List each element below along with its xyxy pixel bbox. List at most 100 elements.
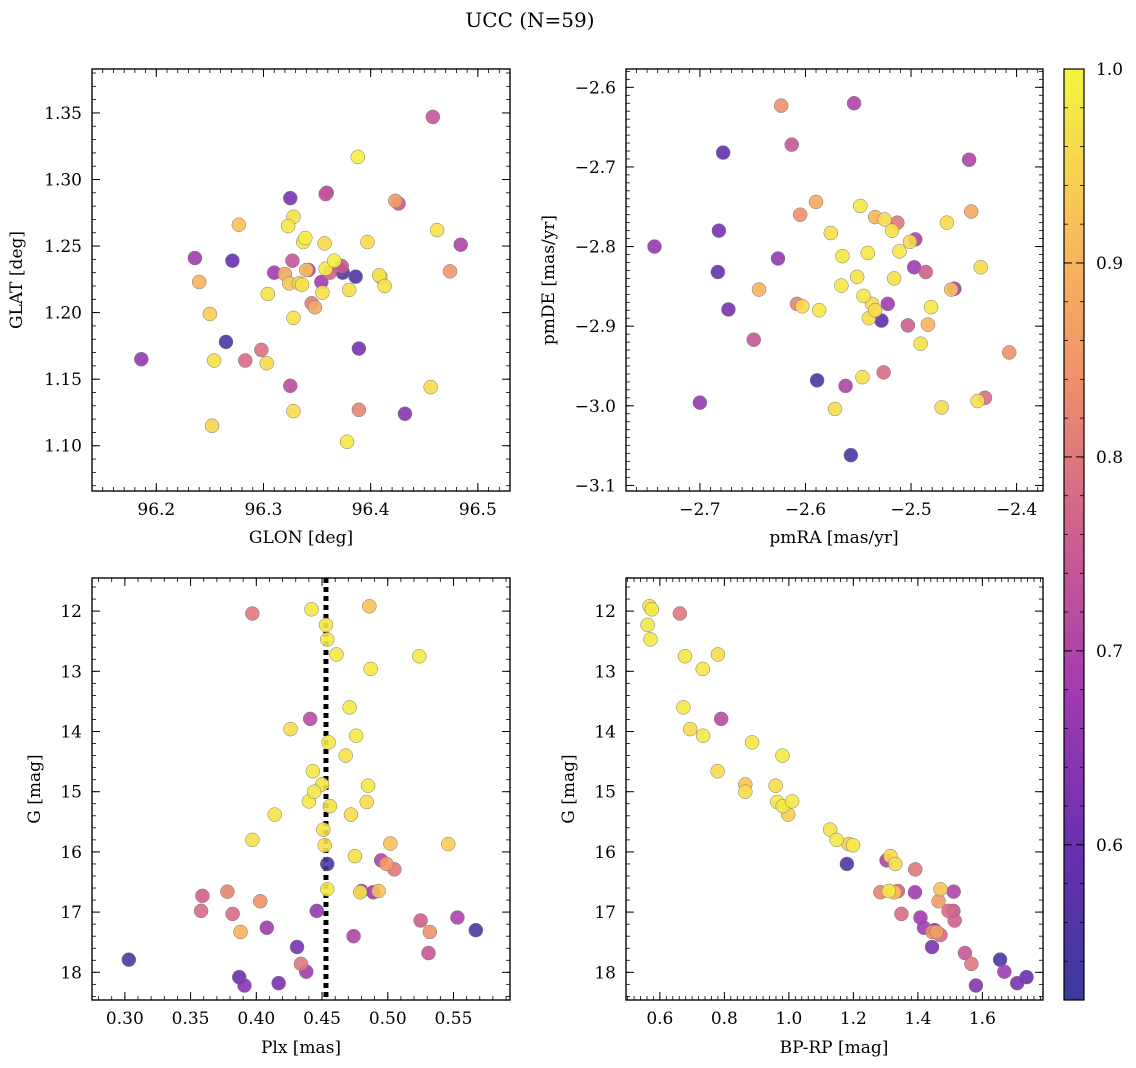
data-point: [809, 373, 825, 388]
x-tick-label: 0.35: [172, 1009, 210, 1029]
y-tick-label: −2.6: [575, 78, 616, 98]
data-point: [877, 212, 892, 227]
data-point: [946, 884, 961, 899]
data-point: [929, 924, 944, 940]
data-point: [286, 403, 301, 419]
data-point: [784, 794, 800, 809]
data-point: [710, 763, 725, 779]
data-point: [884, 223, 900, 238]
data-point: [317, 236, 332, 251]
scatter-points: [647, 95, 1017, 463]
data-point: [677, 649, 693, 664]
data-point: [808, 194, 824, 210]
data-point: [838, 378, 853, 394]
data-point: [894, 906, 909, 922]
data-point: [423, 379, 438, 395]
data-point: [363, 661, 378, 677]
data-point: [695, 728, 711, 743]
data-point: [957, 945, 973, 961]
data-point: [299, 262, 314, 278]
plot-frame-top: [91, 68, 511, 492]
data-point: [918, 264, 934, 280]
data-point: [856, 288, 871, 304]
data-point: [943, 282, 959, 297]
data-point: [329, 647, 344, 662]
x-tick-label: 0.40: [237, 1009, 275, 1029]
data-point: [692, 395, 708, 410]
data-point: [855, 369, 870, 385]
data-point: [320, 881, 335, 897]
data-point: [306, 784, 322, 799]
data-point: [371, 883, 386, 899]
data-point: [823, 225, 839, 241]
data-point: [886, 271, 902, 286]
y-tick-label: 1.35: [44, 104, 82, 124]
y-tick-label: 1.25: [44, 237, 82, 257]
y-tick-label: 17: [60, 903, 82, 923]
tick-marks: [625, 69, 1043, 491]
data-point: [238, 353, 253, 368]
data-point: [888, 856, 903, 872]
data-point: [283, 190, 298, 206]
data-point: [121, 952, 137, 967]
data-point: [233, 924, 248, 940]
data-point: [845, 838, 861, 853]
data-point: [913, 336, 928, 351]
data-point: [237, 978, 252, 993]
x-tick-label: 96.2: [137, 500, 175, 520]
y-tick-label: 17: [594, 903, 616, 923]
data-point: [206, 353, 222, 368]
data-point: [341, 282, 357, 298]
data-point: [970, 393, 985, 409]
x-tick-label: 0.55: [435, 1009, 473, 1029]
x-tick-label: 0.50: [369, 1009, 407, 1029]
data-point: [902, 234, 918, 250]
data-point: [202, 306, 218, 322]
data-point: [643, 632, 658, 647]
data-point: [775, 748, 790, 763]
data-point: [834, 278, 849, 293]
y-tick-label: −2.9: [575, 317, 616, 337]
data-point: [997, 964, 1012, 979]
plot-frame: [91, 577, 511, 1001]
x-tick-label: −2.6: [785, 500, 826, 520]
data-point: [964, 956, 979, 972]
data-point: [318, 617, 334, 633]
data-point: [425, 109, 441, 125]
data-point: [934, 400, 949, 415]
y-tick-label: 13: [60, 662, 82, 682]
data-point: [920, 317, 936, 332]
y-axis-label: GLAT [deg]: [7, 231, 27, 329]
data-point: [320, 856, 335, 872]
data-point: [360, 778, 376, 793]
data-point: [422, 924, 438, 940]
data-point: [412, 649, 427, 664]
data-point: [429, 222, 445, 238]
data-point: [298, 230, 313, 246]
y-tick-label: −2.8: [575, 238, 616, 258]
data-point: [245, 832, 260, 848]
y-tick-label: −2.7: [575, 158, 616, 178]
colorbar-tick-label: 0.6: [1096, 836, 1123, 856]
x-axis-label: GLON [deg]: [249, 528, 353, 548]
data-point: [379, 856, 394, 872]
data-point: [253, 894, 268, 909]
y-tick-label: 1.30: [44, 170, 82, 190]
data-point: [245, 606, 260, 621]
data-point: [225, 906, 240, 922]
y-tick-label: 12: [594, 602, 616, 622]
data-point: [773, 98, 789, 113]
data-point: [204, 418, 220, 434]
data-point: [835, 248, 850, 264]
data-point: [695, 661, 711, 677]
data-point: [968, 978, 984, 993]
x-tick-label: −2.7: [679, 500, 720, 520]
data-point: [348, 269, 363, 284]
data-point: [672, 606, 688, 621]
plot-frame: [625, 68, 1044, 492]
data-point: [346, 928, 361, 944]
data-point: [359, 794, 374, 810]
x-axis-label: pmRA [mas/yr]: [769, 528, 898, 548]
y-tick-label: 1.20: [44, 304, 82, 324]
data-point: [939, 215, 955, 230]
